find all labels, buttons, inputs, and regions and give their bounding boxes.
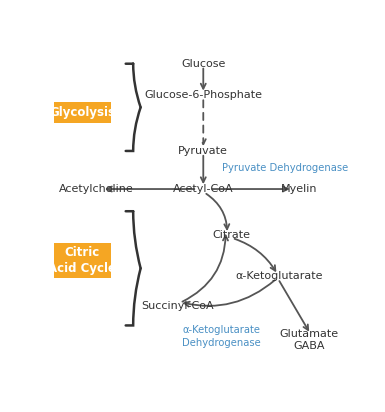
Text: Succinyl-CoA: Succinyl-CoA (142, 302, 214, 311)
Text: Pyruvate Dehydrogenase: Pyruvate Dehydrogenase (222, 164, 348, 173)
Text: Citric
Acid Cycle: Citric Acid Cycle (49, 246, 116, 275)
FancyBboxPatch shape (54, 103, 111, 123)
Text: Acetyl-CoA: Acetyl-CoA (173, 184, 234, 194)
FancyBboxPatch shape (54, 243, 111, 278)
Text: Citrate: Citrate (213, 230, 251, 240)
Text: Glutamate
GABA: Glutamate GABA (280, 328, 339, 351)
Text: Acetylcholine: Acetylcholine (59, 184, 133, 194)
Text: Glucose: Glucose (181, 59, 226, 69)
Text: α-Ketoglutarate
Dehydrogenase: α-Ketoglutarate Dehydrogenase (182, 325, 261, 348)
Text: Myelin: Myelin (281, 184, 317, 194)
Text: Glycolysis: Glycolysis (49, 106, 116, 119)
Text: Pyruvate: Pyruvate (178, 146, 228, 156)
Text: α-Ketoglutarate: α-Ketoglutarate (236, 271, 323, 281)
Text: Glucose-6-Phosphate: Glucose-6-Phosphate (144, 91, 262, 101)
